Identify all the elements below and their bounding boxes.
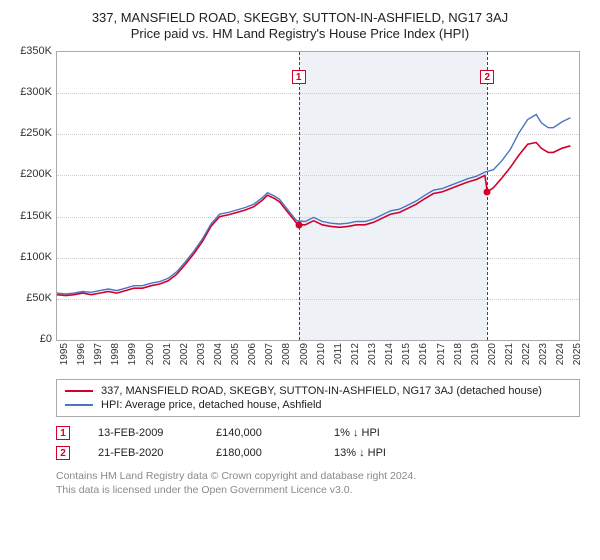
sale-marker: 2 xyxy=(56,446,70,460)
x-axis-labels: 1995 1996 1997 1998 1999 2000 2001 2002 2003 2004… xyxy=(56,343,580,375)
y-axis-label: £50K xyxy=(10,292,52,304)
legend-label: HPI: Average price, detached house, Ashf… xyxy=(101,399,322,411)
transaction-price: £140,000 xyxy=(216,427,306,439)
x-axis-label: 2000 xyxy=(145,343,156,365)
legend-label: 337, MANSFIELD ROAD, SKEGBY, SUTTON-IN-A… xyxy=(101,385,542,397)
x-axis-label: 2004 xyxy=(213,343,224,365)
sale-marker: 1 xyxy=(56,426,70,440)
y-axis-label: £300K xyxy=(10,86,52,98)
x-axis-label: 1998 xyxy=(110,343,121,365)
legend-row: 337, MANSFIELD ROAD, SKEGBY, SUTTON-IN-A… xyxy=(65,384,571,398)
transaction-row: 1 13-FEB-2009 £140,000 1% ↓ HPI xyxy=(56,423,580,443)
x-axis-label: 2013 xyxy=(367,343,378,365)
transaction-date: 21-FEB-2020 xyxy=(98,447,188,459)
transaction-row: 2 21-FEB-2020 £180,000 13% ↓ HPI xyxy=(56,443,580,463)
transaction-date: 13-FEB-2009 xyxy=(98,427,188,439)
y-axis-label: £100K xyxy=(10,251,52,263)
x-axis-label: 2006 xyxy=(247,343,258,365)
x-axis-label: 1996 xyxy=(76,343,87,365)
x-axis-label: 2007 xyxy=(264,343,275,365)
x-axis-label: 2024 xyxy=(555,343,566,365)
sale-point xyxy=(484,188,491,195)
x-axis-label: 2025 xyxy=(572,343,583,365)
legend-swatch xyxy=(65,404,93,406)
x-axis-label: 2022 xyxy=(521,343,532,365)
x-axis-label: 2017 xyxy=(436,343,447,365)
x-axis-label: 2020 xyxy=(487,343,498,365)
chart-area: £0£50K£100K£150K£200K£250K£300K£350K 12 … xyxy=(10,47,590,377)
legend-swatch xyxy=(65,390,93,392)
y-axis-label: £200K xyxy=(10,168,52,180)
x-axis-label: 2021 xyxy=(504,343,515,365)
x-axis-label: 2014 xyxy=(384,343,395,365)
x-axis-label: 2002 xyxy=(179,343,190,365)
x-axis-label: 2005 xyxy=(230,343,241,365)
sale-marker: 1 xyxy=(292,70,306,84)
y-axis-label: £0 xyxy=(10,333,52,345)
x-axis-label: 2012 xyxy=(350,343,361,365)
x-axis-label: 1999 xyxy=(127,343,138,365)
x-axis-label: 2003 xyxy=(196,343,207,365)
y-axis-label: £150K xyxy=(10,210,52,222)
x-axis-label: 2009 xyxy=(299,343,310,365)
transaction-price: £180,000 xyxy=(216,447,306,459)
subtitle: Price paid vs. HM Land Registry's House … xyxy=(10,26,590,41)
footer-attribution: Contains HM Land Registry data © Crown c… xyxy=(56,469,580,497)
x-axis-label: 2019 xyxy=(470,343,481,365)
x-axis-label: 2001 xyxy=(162,343,173,365)
legend-row: HPI: Average price, detached house, Ashf… xyxy=(65,398,571,412)
x-axis-label: 2016 xyxy=(418,343,429,365)
x-axis-label: 1995 xyxy=(59,343,70,365)
x-axis-label: 1997 xyxy=(93,343,104,365)
x-axis-label: 2010 xyxy=(316,343,327,365)
page-title: 337, MANSFIELD ROAD, SKEGBY, SUTTON-IN-A… xyxy=(10,10,590,25)
y-axis-label: £250K xyxy=(10,127,52,139)
legend: 337, MANSFIELD ROAD, SKEGBY, SUTTON-IN-A… xyxy=(56,379,580,417)
series-line xyxy=(57,143,570,296)
plot-area: 12 xyxy=(56,51,580,341)
x-axis-label: 2015 xyxy=(401,343,412,365)
transactions-table: 1 13-FEB-2009 £140,000 1% ↓ HPI 2 21-FEB-2020… xyxy=(56,423,580,463)
series-line xyxy=(57,115,570,294)
sale-point xyxy=(295,221,302,228)
x-axis-label: 2023 xyxy=(538,343,549,365)
transaction-diff: 1% ↓ HPI xyxy=(334,427,424,439)
x-axis-label: 2008 xyxy=(281,343,292,365)
y-axis-label: £350K xyxy=(10,45,52,57)
sale-marker: 2 xyxy=(480,70,494,84)
x-axis-label: 2011 xyxy=(333,343,344,365)
transaction-diff: 13% ↓ HPI xyxy=(334,447,424,459)
chart-container: 337, MANSFIELD ROAD, SKEGBY, SUTTON-IN-A… xyxy=(0,0,600,501)
x-axis-label: 2018 xyxy=(453,343,464,365)
